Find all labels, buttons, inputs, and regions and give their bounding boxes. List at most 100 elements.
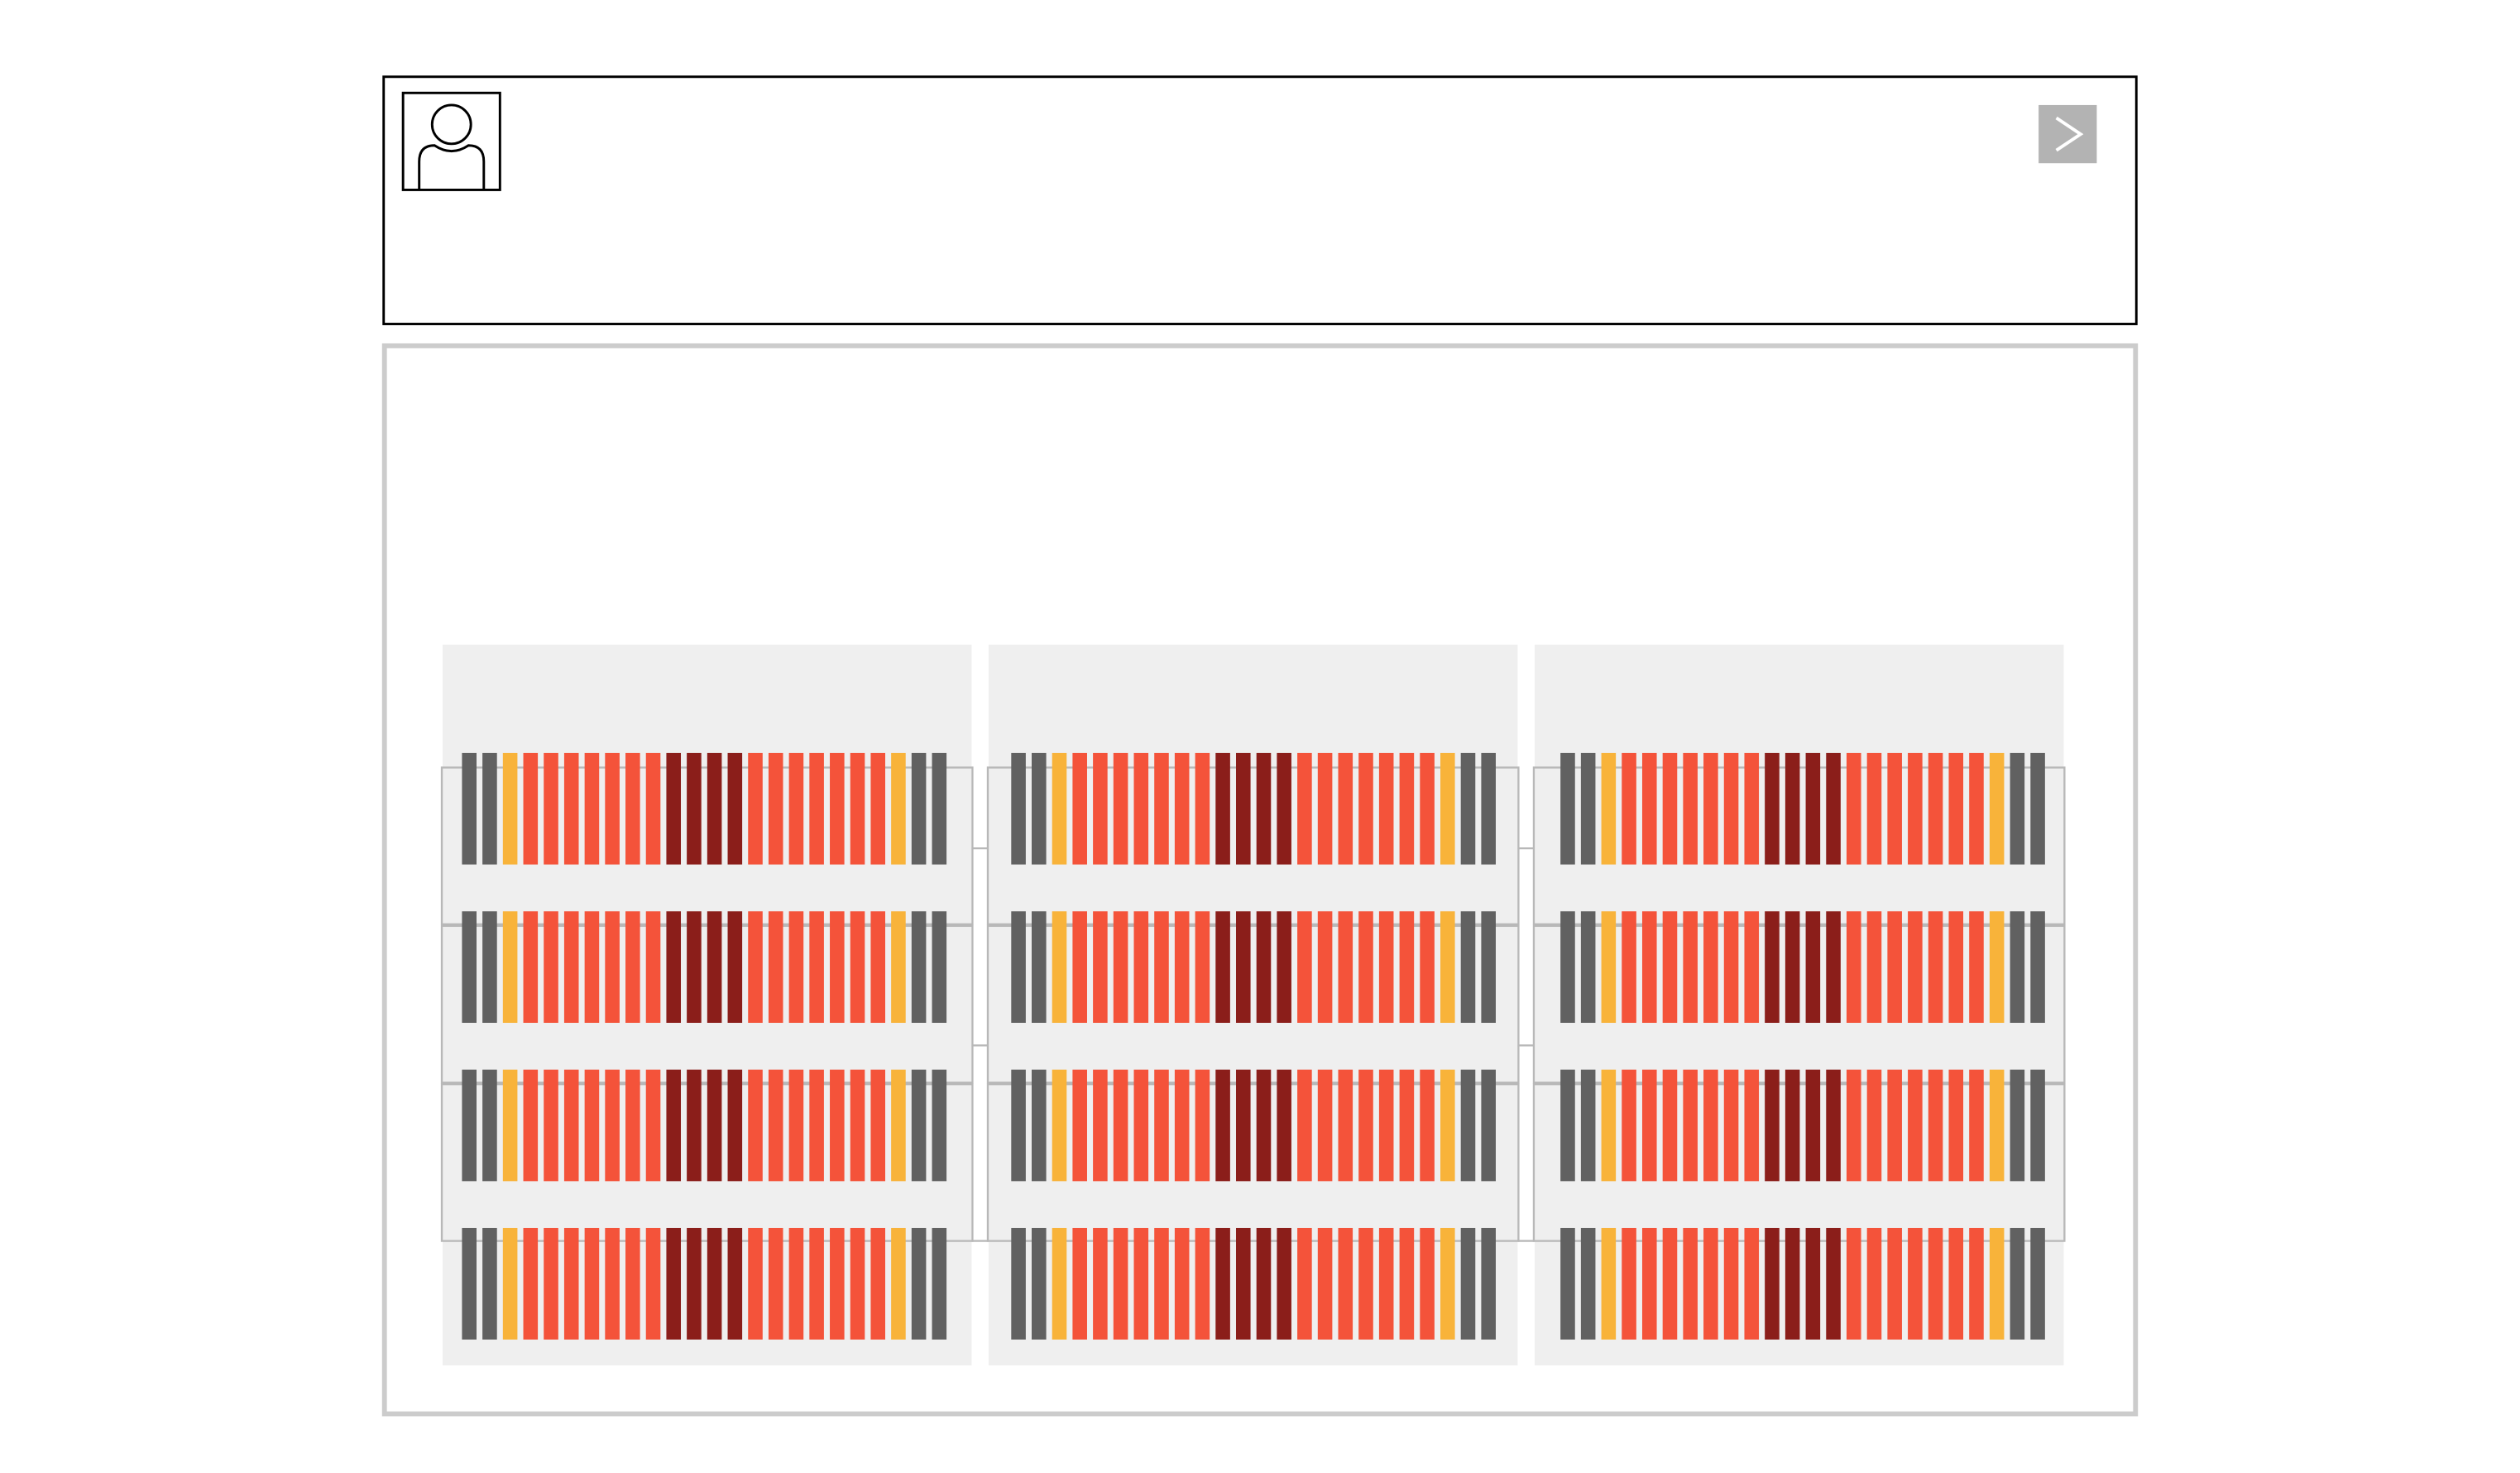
rack-unit xyxy=(1236,911,1251,1023)
rack-unit xyxy=(727,1069,743,1182)
rack-unit xyxy=(2010,1227,2025,1340)
rack-unit xyxy=(1969,1227,1984,1340)
rack-unit xyxy=(1460,1069,1476,1182)
rack-unit xyxy=(1601,752,1617,865)
rack-unit xyxy=(1440,1069,1455,1182)
rack-unit xyxy=(584,1227,600,1340)
rack-unit xyxy=(1297,911,1312,1023)
rack-unit xyxy=(666,1227,682,1340)
rack-unit xyxy=(748,1069,763,1182)
rack-unit xyxy=(1174,1069,1190,1182)
rack-unit xyxy=(1072,1227,1087,1340)
rack-unit xyxy=(1662,752,1678,865)
rack-unit xyxy=(932,752,947,865)
rack-unit xyxy=(1580,1069,1596,1182)
rack-unit xyxy=(1481,1069,1496,1182)
rack-unit xyxy=(1378,752,1394,865)
rack-unit xyxy=(932,1069,947,1182)
rack-unit xyxy=(1440,911,1455,1023)
rack-unit xyxy=(850,911,865,1023)
rack-unit xyxy=(1846,1069,1861,1182)
rack-unit xyxy=(1723,1227,1739,1340)
rack-unit xyxy=(1989,911,2005,1023)
rack-unit xyxy=(523,1227,539,1340)
avatar-head xyxy=(430,103,472,146)
rack-unit xyxy=(932,911,947,1023)
rack-unit xyxy=(1948,1069,1964,1182)
rack-unit xyxy=(1420,1069,1435,1182)
rack-unit xyxy=(687,1069,702,1182)
rack-unit xyxy=(1195,1069,1210,1182)
rack-unit xyxy=(1032,911,1047,1023)
rack-unit xyxy=(891,911,906,1023)
rack-unit xyxy=(830,752,845,865)
rack-unit xyxy=(1256,1227,1272,1340)
rack-unit xyxy=(1683,911,1698,1023)
rack-unit xyxy=(870,752,886,865)
rack-unit xyxy=(891,1227,906,1340)
rack-unit xyxy=(1236,1227,1251,1340)
rack-unit xyxy=(1460,911,1476,1023)
rack-unit xyxy=(1133,752,1149,865)
rack-unit xyxy=(911,1069,927,1182)
rack-unit xyxy=(1703,752,1718,865)
rack-unit xyxy=(1683,752,1698,865)
rack-unit xyxy=(1662,1069,1678,1182)
rack-unit xyxy=(1093,1227,1108,1340)
rack-unit xyxy=(1703,1069,1718,1182)
rack-unit xyxy=(1256,752,1272,865)
rack-unit xyxy=(850,1227,865,1340)
rack-unit xyxy=(748,1227,763,1340)
rack-unit xyxy=(1969,752,1984,865)
send-button[interactable] xyxy=(2039,104,2097,164)
send-arrow[interactable] xyxy=(2055,116,2084,152)
rack-unit xyxy=(1277,1069,1291,1182)
rack-unit xyxy=(830,1227,845,1340)
rack-unit xyxy=(911,752,927,865)
rack-diagram xyxy=(440,645,2066,1365)
rack-unit xyxy=(1928,911,1943,1023)
rack-unit xyxy=(1052,1069,1067,1182)
rack-unit xyxy=(748,752,763,865)
rack-unit xyxy=(1928,752,1943,865)
rack-unit xyxy=(1420,1227,1435,1340)
rack-unit xyxy=(1256,911,1272,1023)
rack-unit xyxy=(1560,911,1575,1023)
rack-unit xyxy=(645,1069,661,1182)
rack-unit xyxy=(1358,1069,1373,1182)
rack-unit xyxy=(1744,911,1760,1023)
rack-unit xyxy=(482,752,497,865)
rack-unit xyxy=(584,1069,600,1182)
rack-link xyxy=(986,766,1520,926)
rack-unit xyxy=(1460,752,1476,865)
rack-unit xyxy=(1236,1069,1251,1182)
rack-unit xyxy=(462,1227,477,1340)
rack-unit xyxy=(1215,911,1230,1023)
rack-unit xyxy=(1765,752,1780,865)
rack-link xyxy=(440,1083,974,1242)
send-button-bg[interactable] xyxy=(2039,104,2097,164)
rack-unit xyxy=(1297,1069,1312,1182)
rack-unit xyxy=(1358,1227,1373,1340)
rack-unit xyxy=(870,911,886,1023)
rack-unit xyxy=(1805,1227,1821,1340)
rack-unit xyxy=(563,911,579,1023)
rack-unit xyxy=(1785,1227,1800,1340)
rack-unit xyxy=(1969,1069,1984,1182)
rack-unit xyxy=(645,752,661,865)
rack-unit xyxy=(544,911,558,1023)
rack-unit xyxy=(1154,911,1169,1023)
rack-unit xyxy=(687,752,702,865)
rack-unit xyxy=(1052,911,1067,1023)
rack-unit xyxy=(1908,911,1923,1023)
rack-link xyxy=(440,766,974,926)
rack-unit xyxy=(1378,1227,1394,1340)
rack-unit xyxy=(1338,911,1353,1023)
rack-unit xyxy=(2030,1069,2045,1182)
rack-unit xyxy=(1805,1069,1821,1182)
rack-unit xyxy=(502,1227,518,1340)
rack-unit xyxy=(1338,1227,1353,1340)
rack-unit xyxy=(850,1069,865,1182)
rack-unit xyxy=(605,1069,620,1182)
